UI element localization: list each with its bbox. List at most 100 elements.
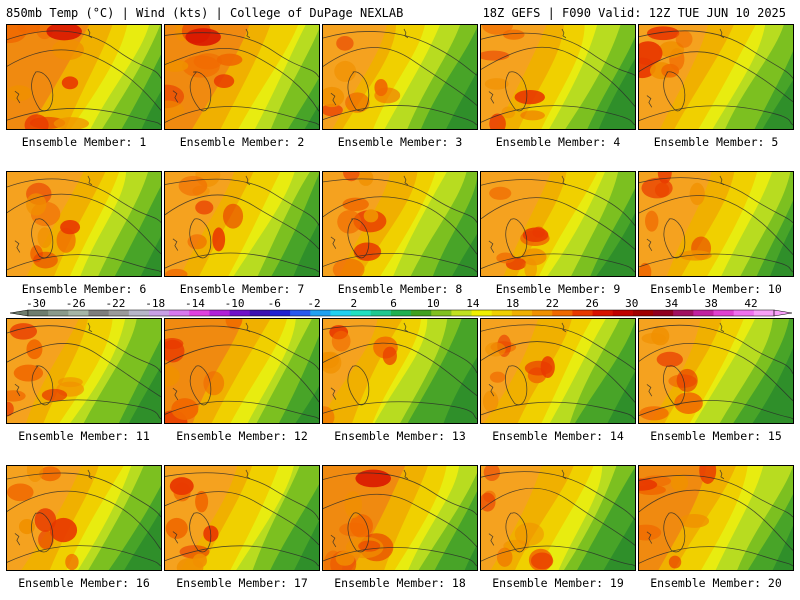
- colorbar-swatch: [491, 310, 513, 316]
- ensemble-member-map: [638, 24, 794, 130]
- colorbar-swatch: [148, 310, 170, 316]
- ensemble-member-map: [638, 318, 794, 424]
- ensemble-member-label: Ensemble Member: 17: [176, 576, 308, 590]
- colorbar-swatch: [290, 310, 311, 316]
- ensemble-member-label: Ensemble Member: 19: [492, 576, 624, 590]
- ensemble-member-label: Ensemble Member: 2: [179, 135, 305, 149]
- colorbar-swatch: [189, 310, 210, 316]
- ensemble-member-label: Ensemble Member: 20: [650, 576, 782, 590]
- ensemble-member-map: [480, 171, 636, 277]
- colorbar-tick-label: 10: [427, 298, 440, 310]
- ensemble-member-label: Ensemble Member: 5: [653, 135, 779, 149]
- ensemble-member-map: [6, 465, 162, 571]
- ensemble-member-map: [164, 171, 320, 277]
- ensemble-member-label: Ensemble Member: 13: [334, 429, 466, 443]
- colorbar-tick-label: -6: [268, 298, 281, 310]
- colorbar-swatch: [249, 310, 271, 316]
- ensemble-member-label: Ensemble Member: 12: [176, 429, 308, 443]
- ensemble-member-map: [480, 24, 636, 130]
- colorbar-swatch: [88, 310, 110, 316]
- colorbar-swatch: [330, 310, 352, 316]
- ensemble-member-label: Ensemble Member: 14: [492, 429, 624, 443]
- map-title: 850mb Temp (°C) | Wind (kts) | College o…: [6, 6, 404, 20]
- colorbar-tick-label: 42: [744, 298, 757, 310]
- temperature-colorbar: -30 -26 -22 -18 -14 -10 -6 -2 2 6 10 14 18 22 26 30 34 38…: [9, 298, 793, 317]
- colorbar-tick-label: 38: [705, 298, 718, 310]
- colorbar-swatch: [390, 310, 412, 316]
- colorbar-swatch: [572, 310, 594, 316]
- colorbar-swatch: [128, 310, 150, 316]
- colorbar-swatch: [673, 310, 694, 316]
- colorbar-swatch: [753, 310, 775, 316]
- colorbar-tick-label: -18: [145, 298, 165, 310]
- ensemble-member-label: Ensemble Member: 11: [18, 429, 150, 443]
- colorbar-low-arrow: [9, 309, 29, 317]
- colorbar-swatch: [552, 310, 573, 316]
- ensemble-member-map: [6, 24, 162, 130]
- colorbar-high-arrow: [773, 309, 793, 317]
- colorbar-swatch: [411, 310, 432, 316]
- ensemble-member-map: [164, 465, 320, 571]
- ensemble-member-label: Ensemble Member: 4: [495, 135, 621, 149]
- colorbar-swatch: [632, 310, 654, 316]
- ensemble-member-map: [6, 318, 162, 424]
- colorbar-tick-label: 14: [466, 298, 480, 310]
- colorbar-swatch: [451, 310, 473, 316]
- colorbar-swatch: [592, 310, 614, 316]
- colorbar-swatch: [350, 310, 372, 316]
- ensemble-member-label: Ensemble Member: 16: [18, 576, 150, 590]
- colorbar-swatch: [370, 310, 392, 316]
- ensemble-member-label: Ensemble Member: 8: [337, 282, 463, 296]
- colorbar-tick-label: -22: [105, 298, 125, 310]
- colorbar-tick-label: 6: [390, 298, 397, 310]
- ensemble-member-map: [638, 171, 794, 277]
- ensemble-member-label: Ensemble Member: 6: [21, 282, 147, 296]
- colorbar-swatch: [532, 310, 553, 316]
- colorbar-tick-label: 34: [665, 298, 679, 310]
- ensemble-member-label: Ensemble Member: 9: [495, 282, 621, 296]
- colorbar-swatch: [108, 310, 130, 316]
- colorbar-swatch: [431, 310, 452, 316]
- colorbar-tick-label: 18: [506, 298, 519, 310]
- colorbar-swatch: [28, 310, 49, 316]
- ensemble-member-label: Ensemble Member: 7: [179, 282, 305, 296]
- colorbar-tick-label: -26: [66, 298, 86, 310]
- colorbar-swatch: [693, 310, 715, 316]
- ensemble-member-label: Ensemble Member: 15: [650, 429, 782, 443]
- ensemble-member-label: Ensemble Member: 1: [21, 135, 147, 149]
- colorbar-swatch: [653, 310, 674, 316]
- colorbar-swatch: [269, 310, 291, 316]
- colorbar-swatch: [612, 310, 634, 316]
- colorbar-swatch: [471, 310, 493, 316]
- colorbar-tick-label: -14: [185, 298, 205, 310]
- ensemble-member-map: [322, 465, 478, 571]
- colorbar-swatch: [68, 310, 89, 316]
- colorbar-tick-label: 22: [546, 298, 559, 310]
- colorbar-tick-label: -10: [225, 298, 245, 310]
- colorbar-swatch: [310, 310, 331, 316]
- colorbar-swatch: [209, 310, 231, 316]
- colorbar-swatch: [169, 310, 190, 316]
- ensemble-member-map: [480, 318, 636, 424]
- colorbar-tick-label: 30: [625, 298, 638, 310]
- colorbar-swatch: [733, 310, 755, 316]
- colorbar-tick-label: 2: [350, 298, 357, 310]
- colorbar-tick-label: 26: [585, 298, 598, 310]
- colorbar-tick-label: -2: [307, 298, 320, 310]
- ensemble-member-map: [322, 171, 478, 277]
- colorbar-swatch: [229, 310, 251, 316]
- ensemble-member-label: Ensemble Member: 3: [337, 135, 463, 149]
- ensemble-member-map: [164, 24, 320, 130]
- ensemble-member-label: Ensemble Member: 18: [334, 576, 466, 590]
- run-valid-time: 18Z GEFS | F090 Valid: 12Z TUE JUN 10 20…: [482, 6, 786, 20]
- colorbar-swatch: [48, 310, 69, 316]
- ensemble-member-map: [164, 318, 320, 424]
- colorbar-swatch: [713, 310, 735, 316]
- colorbar-swatch: [511, 310, 533, 316]
- ensemble-member-map: [480, 465, 636, 571]
- ensemble-member-map: [322, 318, 478, 424]
- ensemble-member-map: [322, 24, 478, 130]
- ensemble-member-map: [6, 171, 162, 277]
- ensemble-member-map: [638, 465, 794, 571]
- colorbar-tick-label: -30: [26, 298, 46, 310]
